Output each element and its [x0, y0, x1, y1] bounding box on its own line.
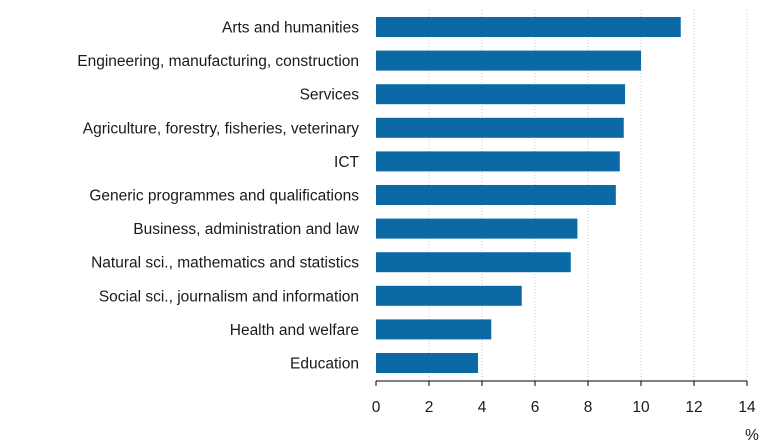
bar — [376, 319, 492, 340]
category-label: Services — [300, 87, 360, 104]
category-label: Business, administration and law — [133, 221, 360, 238]
category-labels: Arts and humanities Engineering, manufact… — [77, 20, 360, 373]
x-axis-ticks: 0 2 4 6 8 10 12 14 — [372, 381, 756, 416]
bar — [376, 185, 616, 205]
bar — [376, 353, 479, 373]
category-label: Engineering, manufacturing, construction — [77, 53, 359, 70]
bar — [376, 151, 620, 172]
bar — [376, 252, 571, 273]
bar — [376, 285, 522, 306]
x-tick-label: 2 — [425, 399, 434, 416]
x-tick-label: 0 — [372, 399, 381, 416]
x-tick-label: 14 — [738, 399, 756, 416]
x-tick-label: 12 — [685, 399, 702, 416]
bar — [376, 17, 681, 37]
category-label: Generic programmes and qualifications — [89, 188, 359, 205]
category-label: Natural sci., mathematics and statistics — [91, 255, 359, 272]
bar — [376, 84, 626, 105]
bar — [376, 117, 624, 138]
category-label: Health and welfare — [230, 322, 359, 339]
x-axis-unit-label: % — [745, 427, 759, 443]
category-label: ICT — [334, 154, 360, 171]
x-tick-label: 8 — [584, 399, 593, 416]
category-label: Social sci., journalism and information — [99, 288, 359, 305]
gridlines — [428, 10, 748, 381]
category-label: Agriculture, forestry, fisheries, veteri… — [83, 120, 359, 137]
bar — [376, 218, 578, 239]
category-label: Arts and humanities — [222, 20, 359, 37]
x-tick-label: 4 — [478, 399, 487, 416]
x-tick-label: 10 — [632, 399, 650, 416]
category-label: Education — [290, 356, 359, 373]
bar — [376, 50, 641, 71]
bars — [376, 17, 681, 373]
x-tick-label: 6 — [531, 399, 540, 416]
